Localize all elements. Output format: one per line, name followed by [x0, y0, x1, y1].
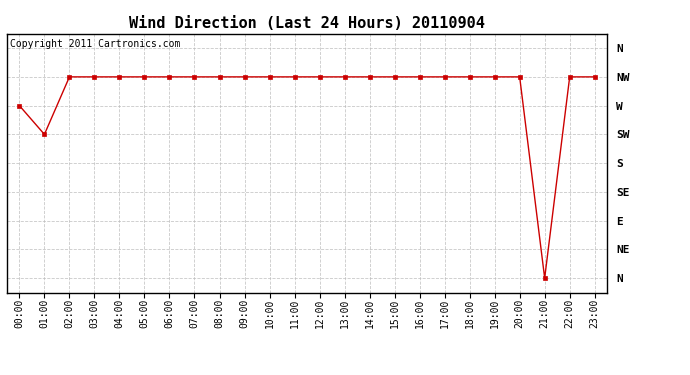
Text: Copyright 2011 Cartronics.com: Copyright 2011 Cartronics.com [10, 39, 180, 49]
Title: Wind Direction (Last 24 Hours) 20110904: Wind Direction (Last 24 Hours) 20110904 [129, 16, 485, 31]
